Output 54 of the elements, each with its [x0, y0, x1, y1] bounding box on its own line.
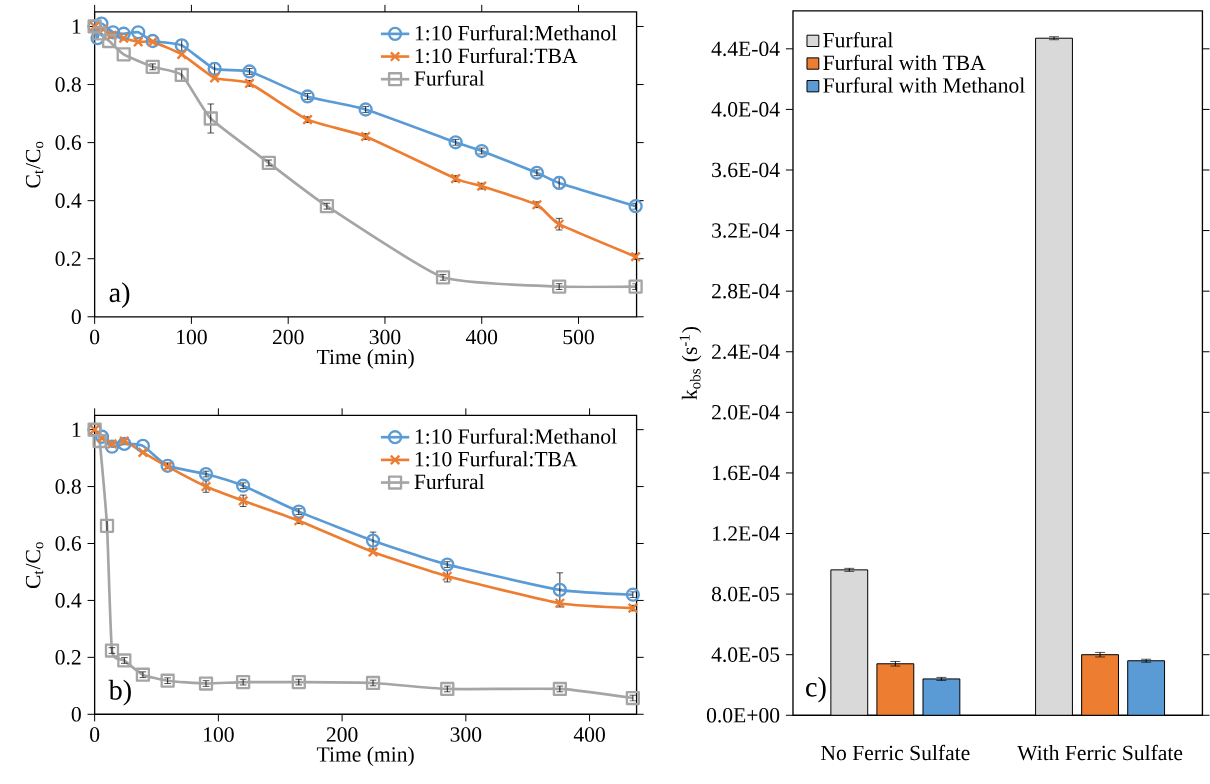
y-tick-label: 1 — [72, 422, 81, 437]
legend-label: 1:10 Furfural:TBA — [415, 451, 578, 467]
x-tick-label: 200 — [326, 727, 358, 742]
y-tick-label: 1 — [72, 19, 81, 34]
y-tick-label: 0 — [71, 707, 81, 722]
y-tick-label: 0.4 — [55, 593, 82, 608]
x-tick-label: 100 — [204, 727, 234, 742]
y-tick-label: 0.6 — [55, 135, 82, 150]
legend-label: Furfural with Methanol — [823, 77, 1025, 93]
y-tick-label: 0.6 — [55, 536, 82, 551]
y-tick-label: 2.4E-04 — [712, 344, 780, 360]
y-tick-label: 3.6E-04 — [712, 162, 780, 178]
y-axis-title: C$_{t}$/C$_{o}$ — [25, 141, 44, 188]
y-tick-label: 4.0E-05 — [711, 647, 780, 663]
legend-label: 1:10 Furfural:Methanol — [415, 25, 617, 41]
x-tick-label: 300 — [450, 727, 482, 742]
y-tick-label: 2.8E-04 — [712, 283, 780, 299]
x-tick-label: 400 — [465, 329, 498, 345]
legend-label: 1:10 Furfural:TBA — [415, 47, 578, 64]
y-tick-label: 0.2 — [55, 251, 81, 267]
y-tick-label: 1.6E-04 — [713, 465, 780, 481]
y-tick-label: 0.8 — [55, 77, 81, 92]
y-tick-label: 8.0E-05 — [711, 586, 780, 602]
y-tick-label: 4.0E-04 — [711, 102, 780, 117]
y-tick-label: 2.0E-04 — [712, 405, 780, 420]
legend-label: Furfural — [823, 32, 893, 48]
y-tick-label: 0.8 — [55, 479, 81, 494]
x-tick-label: 300 — [369, 329, 401, 345]
y-tick-label: 0.2 — [55, 650, 81, 665]
y-tick-label: 1.2E-04 — [713, 526, 780, 541]
y-tick-label: 0.0E+00 — [706, 707, 780, 723]
x-tick-label: 500 — [563, 329, 594, 345]
x-tick-label: 100 — [177, 329, 207, 345]
x-axis-title: Time (min) — [316, 349, 414, 369]
x-tick-label: 200 — [272, 329, 304, 345]
x-tick-label: 0 — [90, 329, 100, 345]
legend-label: Furfural — [414, 473, 485, 490]
y-tick-label: 0 — [71, 309, 81, 325]
x-tick-label: 0 — [90, 727, 100, 742]
annotation: a) — [109, 282, 130, 308]
legend-label: Furfural with TBA — [823, 54, 986, 71]
legend-label: 1:10 Furfural:Methanol — [415, 428, 617, 444]
y-tick-label: 3.2E-04 — [712, 223, 780, 238]
x-tick-label: 400 — [573, 727, 605, 742]
x-axis-title: Time (min) — [316, 746, 414, 767]
y-axis-title: k$_{obs}$ (s$^{-1}$) — [679, 326, 702, 400]
annotation: b) — [108, 679, 131, 706]
y-tick-label: 0.4 — [55, 193, 82, 208]
y-axis-title: C$_{t}$/C$_{o}$ — [25, 542, 44, 589]
x-tick-label: No Ferric Sulfate — [821, 744, 970, 761]
legend-label: Furfural — [414, 70, 485, 86]
y-tick-label: 4.4E-04 — [711, 41, 780, 57]
x-tick-label: With Ferric Sulfate — [1017, 744, 1183, 761]
annotation: c) — [806, 676, 826, 703]
